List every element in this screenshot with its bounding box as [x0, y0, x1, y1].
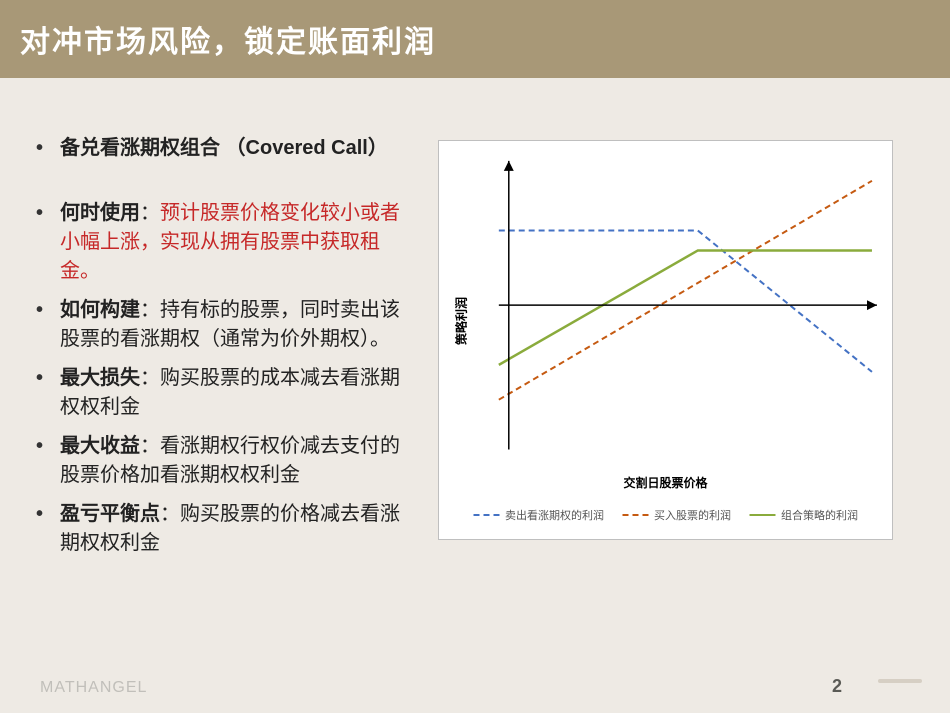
bullet-label: 备兑看涨期权组合 （Covered Call）: [60, 137, 388, 159]
legend-label: 买入股票的利润: [654, 507, 731, 523]
bullet-label: 最大收益: [60, 435, 140, 457]
bullet-colon: ：: [140, 202, 160, 224]
legend-label: 组合策略的利润: [781, 507, 858, 523]
legend-item: 组合策略的利润: [749, 507, 858, 523]
page-number: 2: [832, 676, 842, 697]
bullet-item: 盈亏平衡点：购买股票的价格减去看涨期权权利金: [32, 500, 418, 558]
bullet-item: 如何构建：持有标的股票，同时卖出该股票的看涨期权（通常为价外期权）。: [32, 296, 418, 354]
slide-title: 对冲市场风险，锁定账面利润: [0, 0, 950, 78]
content-area: 备兑看涨期权组合 （Covered Call） 何时使用：预计股票价格变化较小或…: [0, 78, 950, 568]
bullet-item: 最大收益：看涨期权行权价减去支付的股票价格加看涨期权权利金: [32, 432, 418, 490]
y-axis-label: 策略利润: [453, 297, 470, 345]
legend-swatch: [622, 514, 648, 516]
legend-item: 卖出看涨期权的利润: [473, 507, 604, 523]
bullet-label: 如何构建: [60, 299, 140, 321]
legend-item: 买入股票的利润: [622, 507, 731, 523]
payoff-chart: 策略利润 交割日股票价格 卖出看涨期权的利润 买入股票的利润 组合策略的利润: [438, 140, 893, 540]
bullet-colon: ：: [140, 299, 160, 321]
bullet-item: 备兑看涨期权组合 （Covered Call）: [32, 134, 418, 163]
chart-legend: 卖出看涨期权的利润 买入股票的利润 组合策略的利润: [473, 507, 858, 523]
footer-decoration: [878, 679, 922, 683]
chart-column: 策略利润 交割日股票价格 卖出看涨期权的利润 买入股票的利润 组合策略的利润: [438, 134, 893, 568]
bullet-item: 最大损失：购买股票的成本减去看涨期权权利金: [32, 364, 418, 422]
bullet-colon: ：: [140, 435, 160, 457]
footer-brand: MATHANGEL: [40, 679, 147, 697]
bullet-colon: ：: [140, 367, 160, 389]
legend-swatch: [749, 514, 775, 516]
legend-swatch: [473, 514, 499, 516]
bullet-label: 盈亏平衡点: [60, 503, 160, 525]
x-axis-label: 交割日股票价格: [623, 474, 707, 491]
legend-label: 卖出看涨期权的利润: [505, 507, 604, 523]
bullet-colon: ：: [160, 503, 180, 525]
bullet-label: 何时使用: [60, 202, 140, 224]
bullet-list: 备兑看涨期权组合 （Covered Call） 何时使用：预计股票价格变化较小或…: [32, 134, 418, 558]
bullet-label: 最大损失: [60, 367, 140, 389]
text-column: 备兑看涨期权组合 （Covered Call） 何时使用：预计股票价格变化较小或…: [8, 134, 418, 568]
bullet-item: 何时使用：预计股票价格变化较小或者小幅上涨，实现从拥有股票中获取租金。: [32, 199, 418, 286]
